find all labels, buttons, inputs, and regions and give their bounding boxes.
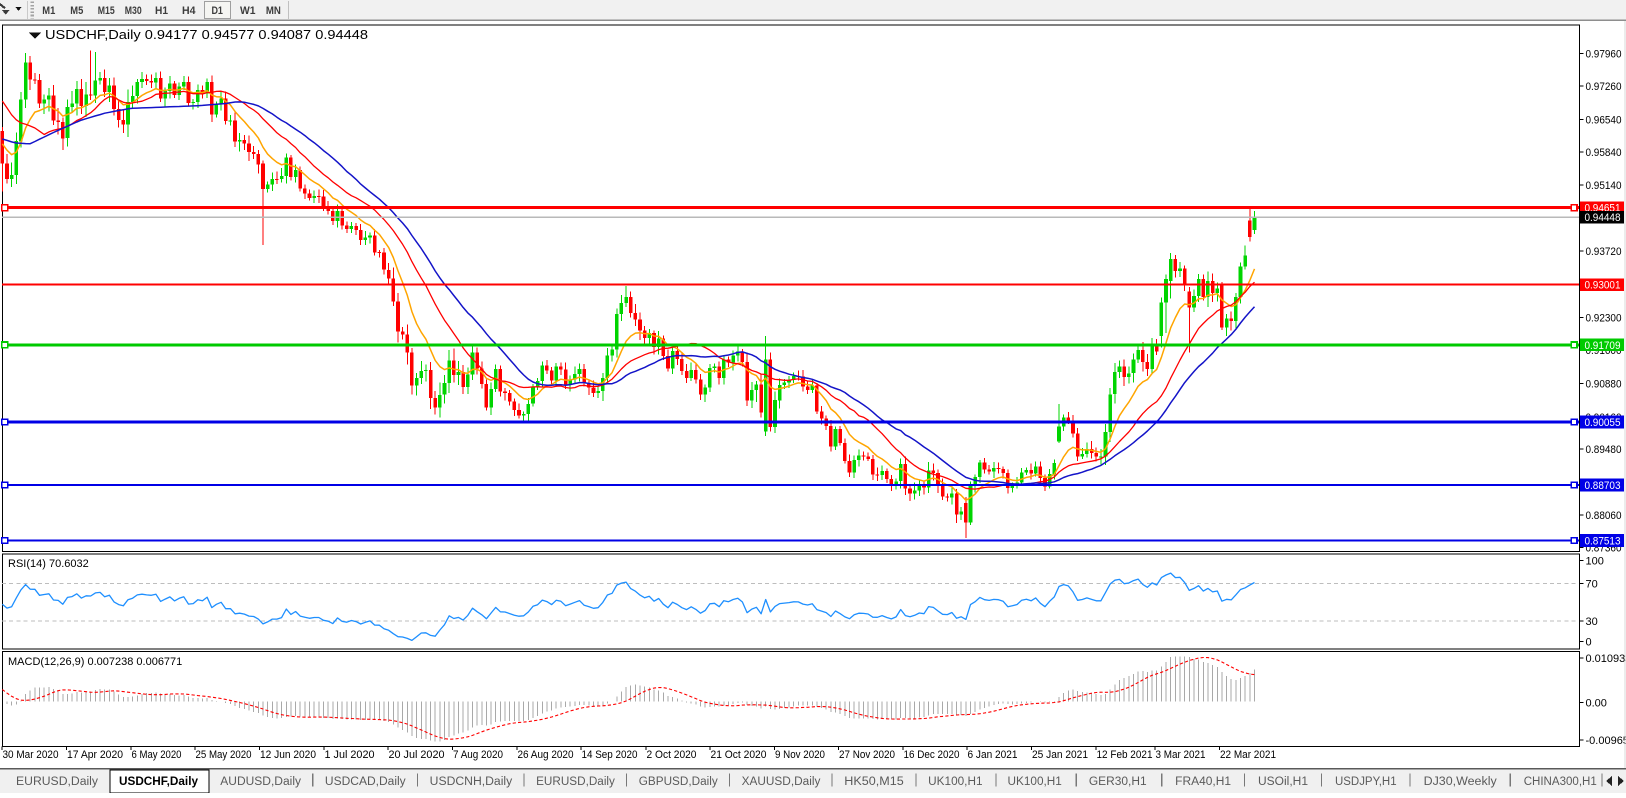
svg-text:EURUSD,Daily: EURUSD,Daily	[536, 776, 615, 788]
svg-text:22 Mar 2021: 22 Mar 2021	[1220, 749, 1276, 761]
svg-text:M5: M5	[70, 5, 83, 17]
svg-text:USDJPY,H1: USDJPY,H1	[1335, 776, 1397, 788]
svg-text:USDCHF,Daily: USDCHF,Daily	[119, 776, 199, 788]
svg-text:20 Jul 2020: 20 Jul 2020	[389, 749, 445, 761]
svg-text:M15: M15	[98, 5, 115, 17]
svg-text:6 Jan 2021: 6 Jan 2021	[968, 749, 1018, 761]
svg-text:14 Sep 2020: 14 Sep 2020	[582, 749, 638, 761]
svg-text:GBPUSD,Daily: GBPUSD,Daily	[639, 776, 718, 788]
svg-text:UK100,H1: UK100,H1	[1008, 776, 1062, 788]
svg-text:CHINA300,H1: CHINA300,H1	[1524, 776, 1597, 788]
svg-text:M1: M1	[42, 5, 55, 17]
svg-text:9 Nov 2020: 9 Nov 2020	[775, 749, 825, 761]
svg-text:D1: D1	[211, 5, 223, 17]
svg-text:30: 30	[1586, 616, 1598, 628]
svg-text:16 Dec 2020: 16 Dec 2020	[904, 749, 960, 761]
svg-text:12 Jun 2020: 12 Jun 2020	[260, 749, 316, 761]
svg-text:MN: MN	[266, 5, 281, 17]
svg-text:MACD(12,26,9) 0.007238 0.00677: MACD(12,26,9) 0.007238 0.006771	[8, 656, 182, 668]
svg-text:0: 0	[1586, 636, 1592, 648]
svg-text:UK100,H1: UK100,H1	[928, 776, 982, 788]
svg-text:2 Oct 2020: 2 Oct 2020	[647, 749, 697, 761]
svg-text:GER30,H1: GER30,H1	[1089, 776, 1147, 788]
svg-text:3 Mar 2021: 3 Mar 2021	[1156, 749, 1206, 761]
svg-text:0.96540: 0.96540	[1586, 115, 1622, 127]
svg-text:100: 100	[1586, 556, 1604, 568]
svg-text:USDCHF,Daily 0.94177 0.94577: USDCHF,Daily 0.94177 0.94577 0.94087 0.9…	[45, 27, 368, 42]
svg-text:0.00: 0.00	[1586, 697, 1607, 709]
svg-text:6 May 2020: 6 May 2020	[132, 749, 182, 761]
svg-text:AUDUSD,Daily: AUDUSD,Daily	[220, 776, 301, 788]
svg-text:27 Nov 2020: 27 Nov 2020	[839, 749, 895, 761]
svg-text:30 Mar 2020: 30 Mar 2020	[3, 749, 59, 761]
svg-text:0.93720: 0.93720	[1586, 246, 1622, 258]
svg-text:XAUUSD,Daily: XAUUSD,Daily	[742, 776, 821, 788]
svg-text:25 Jan 2021: 25 Jan 2021	[1032, 749, 1088, 761]
svg-text:EURUSD,Daily: EURUSD,Daily	[16, 776, 98, 788]
svg-text:7 Aug 2020: 7 Aug 2020	[453, 749, 503, 761]
svg-text:USDCAD,Daily: USDCAD,Daily	[325, 776, 406, 788]
svg-text:RSI(14) 70.6032: RSI(14) 70.6032	[8, 558, 89, 570]
svg-text:0.89480: 0.89480	[1586, 444, 1622, 456]
svg-text:DJ30,Weekly: DJ30,Weekly	[1424, 776, 1497, 788]
svg-text:H1: H1	[155, 5, 168, 17]
svg-text:USOil,H1: USOil,H1	[1258, 776, 1308, 788]
svg-text:0.92300: 0.92300	[1586, 312, 1622, 324]
svg-text:0.88703: 0.88703	[1585, 480, 1621, 492]
svg-text:0.95140: 0.95140	[1586, 180, 1622, 192]
svg-text:FRA40,H1: FRA40,H1	[1175, 776, 1231, 788]
svg-text:70: 70	[1586, 578, 1598, 590]
svg-text:W1: W1	[240, 5, 256, 17]
svg-text:0.87513: 0.87513	[1585, 535, 1621, 547]
svg-text:17 Apr 2020: 17 Apr 2020	[67, 749, 123, 761]
svg-text:21 Oct 2020: 21 Oct 2020	[711, 749, 767, 761]
svg-text:USDCNH,Daily: USDCNH,Daily	[430, 776, 513, 788]
svg-text:0.90880: 0.90880	[1586, 379, 1622, 391]
svg-text:HK50,M15: HK50,M15	[844, 776, 903, 788]
svg-text:1 Jul 2020: 1 Jul 2020	[325, 749, 375, 761]
svg-text:0.91709: 0.91709	[1585, 340, 1621, 352]
svg-text:0.93001: 0.93001	[1585, 280, 1621, 292]
svg-text:26 Aug 2020: 26 Aug 2020	[518, 749, 574, 761]
svg-text:M30: M30	[125, 5, 142, 17]
svg-text:0.88060: 0.88060	[1586, 510, 1622, 522]
svg-text:0.97260: 0.97260	[1586, 81, 1622, 93]
svg-text:0.90055: 0.90055	[1585, 417, 1621, 429]
svg-text:0.010933: 0.010933	[1586, 653, 1626, 665]
svg-text:0.97960: 0.97960	[1586, 48, 1622, 60]
svg-text:12 Feb 2021: 12 Feb 2021	[1097, 749, 1153, 761]
svg-text:H4: H4	[182, 5, 196, 17]
svg-text:25 May 2020: 25 May 2020	[196, 749, 252, 761]
svg-text:0.94448: 0.94448	[1585, 212, 1621, 224]
svg-text:0.95840: 0.95840	[1586, 147, 1622, 159]
